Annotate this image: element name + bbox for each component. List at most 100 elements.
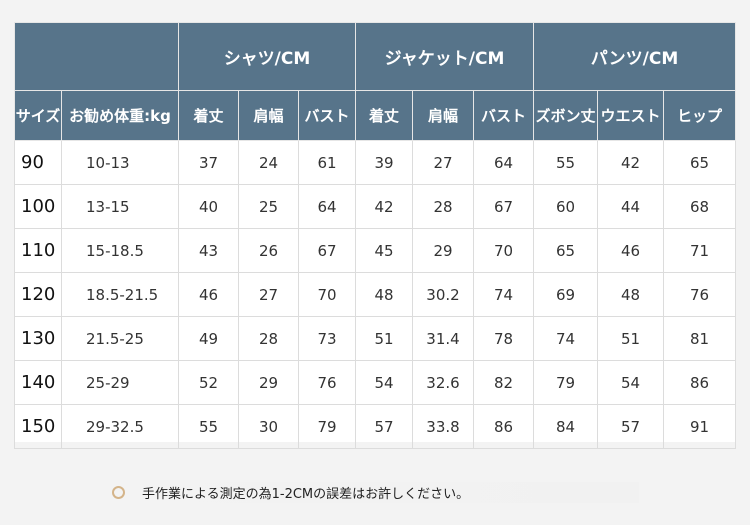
measurement-cell: 70 bbox=[298, 272, 356, 317]
column-header: お勧め体重:kg bbox=[61, 90, 179, 141]
measurement-cell: 29 bbox=[238, 360, 299, 405]
column-header: 肩幅 bbox=[412, 90, 474, 141]
measurement-cell: 69 bbox=[533, 272, 599, 317]
measurement-cell: 39 bbox=[355, 140, 413, 185]
measurement-cell: 74 bbox=[472, 272, 535, 317]
measurement-cell: 67 bbox=[298, 228, 356, 273]
measurement-cell: 26 bbox=[238, 228, 299, 273]
measurement-cell: 79 bbox=[533, 360, 599, 405]
column-header: ヒップ bbox=[663, 90, 737, 141]
measurement-cell: 70 bbox=[472, 228, 535, 273]
measurement-cell: 78 bbox=[472, 316, 535, 361]
weight-cell: 25-29 bbox=[61, 360, 179, 405]
size-cell: 120 bbox=[14, 272, 62, 317]
measurement-cell: 86 bbox=[472, 404, 535, 449]
measurement-cell: 49 bbox=[178, 316, 239, 361]
column-header-row: サイズ お勧め体重:kg 着丈 肩幅 バスト 着丈 肩幅 バスト ズボン丈 ウエスト ヒップ bbox=[14, 90, 737, 141]
weight-cell: 29-32.5 bbox=[61, 404, 179, 449]
measurement-cell: 42 bbox=[597, 140, 665, 185]
measurement-cell: 37 bbox=[178, 140, 239, 185]
table-row: 110 15-18.5 43 26 67 45 29 70 65 46 71 bbox=[14, 228, 737, 273]
measurement-cell: 43 bbox=[178, 228, 239, 273]
measurement-cell: 30 bbox=[238, 404, 299, 449]
measurement-cell: 31.4 bbox=[412, 316, 474, 361]
measurement-cell: 76 bbox=[663, 272, 737, 317]
measurement-cell: 57 bbox=[355, 404, 413, 449]
table-row: 120 18.5-21.5 46 27 70 48 30.2 74 69 48 76 bbox=[14, 272, 737, 317]
size-cell: 100 bbox=[14, 184, 62, 229]
measurement-cell: 48 bbox=[597, 272, 665, 317]
measurement-cell: 32.6 bbox=[412, 360, 474, 405]
group-header-row: シャツ/CM ジャケット/CM パンツ/CM bbox=[14, 22, 737, 91]
size-cell: 90 bbox=[14, 140, 62, 185]
column-header: 着丈 bbox=[178, 90, 239, 141]
measurement-cell: 55 bbox=[533, 140, 599, 185]
measurement-cell: 46 bbox=[597, 228, 665, 273]
group-header-shirt: シャツ/CM bbox=[178, 22, 356, 91]
size-cell: 140 bbox=[14, 360, 62, 405]
table-row: 130 21.5-25 49 28 73 51 31.4 78 74 51 81 bbox=[14, 316, 737, 361]
measurement-cell: 64 bbox=[472, 140, 535, 185]
group-header-pants: パンツ/CM bbox=[533, 22, 737, 91]
measurement-cell: 67 bbox=[472, 184, 535, 229]
measurement-cell: 48 bbox=[355, 272, 413, 317]
weight-cell: 18.5-21.5 bbox=[61, 272, 179, 317]
measurement-cell: 73 bbox=[298, 316, 356, 361]
measurement-cell: 65 bbox=[533, 228, 599, 273]
measurement-cell: 45 bbox=[355, 228, 413, 273]
measurement-cell: 30.2 bbox=[412, 272, 474, 317]
measurement-cell: 44 bbox=[597, 184, 665, 229]
measurement-cell: 71 bbox=[663, 228, 737, 273]
measurement-cell: 79 bbox=[298, 404, 356, 449]
measurement-note: 手作業による測定の為1-2CMの誤差はお許しください。 bbox=[112, 481, 640, 503]
table-body: 90 10-13 37 24 61 39 27 64 55 42 65 100 13-15 40 25 64 4… bbox=[14, 140, 737, 449]
measurement-cell: 28 bbox=[412, 184, 474, 229]
size-cell: 130 bbox=[14, 316, 62, 361]
measurement-cell: 24 bbox=[238, 140, 299, 185]
measurement-cell: 29 bbox=[412, 228, 474, 273]
measurement-cell: 57 bbox=[597, 404, 665, 449]
measurement-cell: 28 bbox=[238, 316, 299, 361]
measurement-cell: 27 bbox=[238, 272, 299, 317]
column-header: 肩幅 bbox=[238, 90, 299, 141]
measurement-cell: 25 bbox=[238, 184, 299, 229]
measurement-cell: 76 bbox=[298, 360, 356, 405]
column-header: バスト bbox=[298, 90, 356, 141]
measurement-cell: 42 bbox=[355, 184, 413, 229]
column-header: 着丈 bbox=[355, 90, 413, 141]
column-header: サイズ bbox=[14, 90, 62, 141]
column-header: バスト bbox=[472, 90, 535, 141]
measurement-cell: 33.8 bbox=[412, 404, 474, 449]
measurement-cell: 40 bbox=[178, 184, 239, 229]
header-blank-cell bbox=[14, 22, 179, 91]
measurement-cell: 84 bbox=[533, 404, 599, 449]
measurement-cell: 60 bbox=[533, 184, 599, 229]
measurement-cell: 91 bbox=[663, 404, 737, 449]
measurement-cell: 61 bbox=[298, 140, 356, 185]
table-row: 100 13-15 40 25 64 42 28 67 60 44 68 bbox=[14, 184, 737, 229]
measurement-cell: 86 bbox=[663, 360, 737, 405]
measurement-cell: 54 bbox=[597, 360, 665, 405]
table-row: 150 29-32.5 55 30 79 57 33.8 86 84 57 91 bbox=[14, 404, 737, 449]
column-header: ズボン丈 bbox=[533, 90, 599, 141]
measurement-cell: 51 bbox=[355, 316, 413, 361]
measurement-cell: 55 bbox=[178, 404, 239, 449]
weight-cell: 21.5-25 bbox=[61, 316, 179, 361]
measurement-cell: 82 bbox=[472, 360, 535, 405]
weight-cell: 15-18.5 bbox=[61, 228, 179, 273]
note-text: 手作業による測定の為1-2CMの誤差はお許しください。 bbox=[142, 481, 640, 503]
measurement-cell: 46 bbox=[178, 272, 239, 317]
measurement-cell: 68 bbox=[663, 184, 737, 229]
measurement-cell: 64 bbox=[298, 184, 356, 229]
weight-cell: 13-15 bbox=[61, 184, 179, 229]
measurement-cell: 27 bbox=[412, 140, 474, 185]
measurement-cell: 81 bbox=[663, 316, 737, 361]
table-row: 90 10-13 37 24 61 39 27 64 55 42 65 bbox=[14, 140, 737, 185]
measurement-cell: 65 bbox=[663, 140, 737, 185]
size-table: シャツ/CM ジャケット/CM パンツ/CM サイズ お勧め体重:kg 着丈 肩幅 バス… bbox=[14, 22, 737, 449]
column-header: ウエスト bbox=[597, 90, 665, 141]
measurement-cell: 54 bbox=[355, 360, 413, 405]
table-row: 140 25-29 52 29 76 54 32.6 82 79 54 86 bbox=[14, 360, 737, 405]
size-cell: 110 bbox=[14, 228, 62, 273]
size-chart: シャツ/CM ジャケット/CM パンツ/CM サイズ お勧め体重:kg 着丈 肩幅 バス… bbox=[14, 22, 737, 503]
